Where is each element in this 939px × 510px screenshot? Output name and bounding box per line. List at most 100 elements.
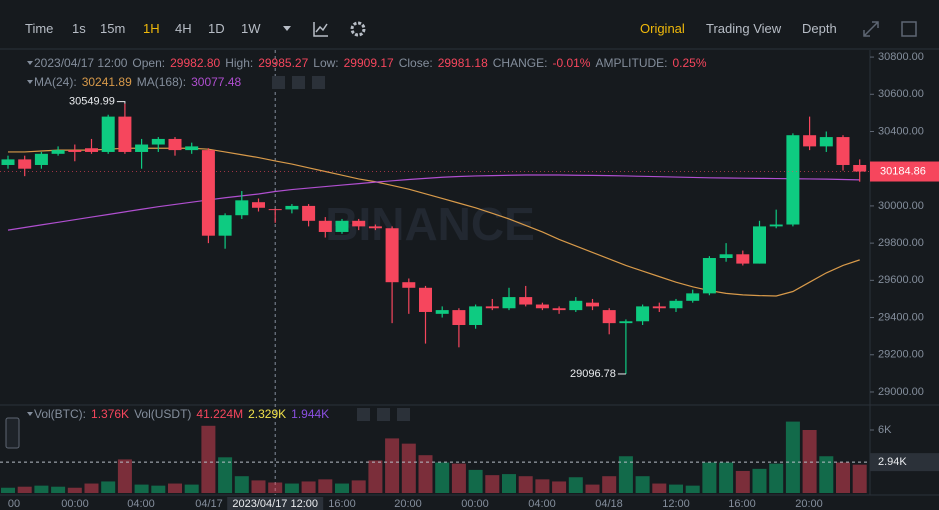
view-tab[interactable]: Depth [802, 21, 837, 36]
legend-value: -0.01% [552, 56, 591, 70]
volume-bar [51, 486, 66, 493]
ma-legend: MA(24): 30241.89 MA(168): 30077.48 [34, 75, 246, 89]
indicator-icon [313, 22, 328, 37]
ma-button [312, 76, 325, 89]
candle-body [34, 153, 48, 165]
legend-value: 1.376K [91, 407, 130, 421]
v-tick-label: 6K [878, 424, 892, 436]
candle-body [18, 159, 32, 169]
candle-body [686, 293, 700, 301]
candle-body [853, 164, 867, 172]
x-label: 04:00 [127, 498, 155, 510]
timeframe[interactable]: 1D [208, 21, 225, 36]
legend-label: CHANGE: [492, 56, 548, 70]
legend-value: 29985.27 [258, 56, 309, 70]
timeframe[interactable]: 4H [175, 21, 192, 36]
candle-body [402, 282, 416, 288]
candle-body [235, 200, 249, 216]
candle-body [385, 228, 399, 283]
vol-legend: Vol(BTC): 1.376K Vol(USDT) 41.224M 2.329K 1.9… [34, 407, 334, 421]
view-tab[interactable]: Trading View [706, 21, 782, 36]
volume-bar [602, 476, 617, 493]
x-label: 20:00 [795, 498, 823, 510]
ma-button [292, 76, 305, 89]
volume-bar [67, 487, 82, 493]
volume-bar [435, 462, 450, 493]
candle-body [702, 258, 716, 294]
candle-body [452, 310, 466, 325]
legend-label: Low: [313, 56, 339, 70]
y-tick-label: 30400.00 [878, 125, 924, 137]
candle-body [519, 297, 533, 305]
y-tick-label: 29000.00 [878, 386, 924, 398]
volume-bar [785, 421, 800, 493]
timeframe[interactable]: 1H [143, 21, 160, 36]
candle-body [819, 137, 833, 147]
candle-body [101, 116, 115, 152]
legend-value: 41.224M [196, 407, 244, 421]
ma-line [7, 174, 860, 231]
volume-bar [401, 443, 416, 493]
volume-bar [117, 459, 132, 493]
timeframe[interactable]: 1W [241, 21, 261, 36]
side-toggle [5, 417, 20, 449]
price-box [870, 161, 939, 182]
ma-line [8, 147, 860, 297]
volume-bar [836, 462, 850, 493]
legend-value: 29982.80 [170, 56, 221, 70]
candle-body [68, 150, 82, 152]
candle-body [769, 224, 783, 227]
x-label: 20:00 [394, 498, 422, 510]
volume-bar [218, 457, 233, 493]
high-pointer [116, 101, 126, 104]
candle-body [469, 306, 483, 325]
volume-bar [852, 464, 867, 493]
y-tick-label: 30600.00 [878, 88, 924, 100]
volume-bar [84, 483, 99, 493]
candle-body [619, 321, 633, 324]
vol-marker-box [870, 453, 939, 472]
timeframe[interactable]: 1s [72, 21, 86, 36]
x-label: 00:00 [61, 498, 89, 510]
timeframe[interactable]: 15m [100, 21, 126, 36]
ma-button [272, 76, 285, 89]
volume-bar [635, 476, 650, 493]
volume-bar [518, 476, 533, 493]
candle-body [485, 306, 499, 309]
legend-value: 0.25% [672, 56, 707, 70]
volume-bar [134, 484, 149, 493]
candle-body [786, 135, 800, 225]
candle-body [185, 146, 199, 151]
view-tab[interactable]: Original [640, 21, 685, 36]
volume-bar [284, 483, 299, 493]
candle-body [636, 306, 650, 322]
high-label: 30549.99 [69, 95, 115, 107]
x-label: 04/17 [195, 498, 223, 510]
candle-body [285, 205, 299, 210]
volume-bar [752, 468, 767, 493]
volume-bar [585, 484, 600, 493]
volume-bar [418, 455, 433, 493]
vol-marker-label: 2.94K [878, 456, 907, 468]
candle-body [753, 226, 766, 264]
volume-bar [485, 475, 500, 493]
candle-body [569, 300, 583, 311]
y-tick-label: 29600.00 [878, 274, 924, 286]
candle-body [268, 209, 282, 211]
legend-value: 30241.89 [81, 75, 132, 89]
candle-body [502, 297, 516, 309]
x-label: 16:00 [328, 498, 356, 510]
volume-bar [301, 481, 316, 493]
x-label: 04/18 [595, 498, 623, 510]
legend-label: Close: [398, 56, 433, 70]
candle-body [201, 150, 215, 236]
volume-bar [618, 456, 633, 493]
vol-button [397, 408, 410, 421]
collapse-arrow [27, 61, 33, 65]
volume-bar [268, 482, 283, 493]
volume-bar [552, 481, 567, 493]
y-tick-label: 30000.00 [878, 200, 924, 212]
volume-bar [17, 486, 32, 493]
